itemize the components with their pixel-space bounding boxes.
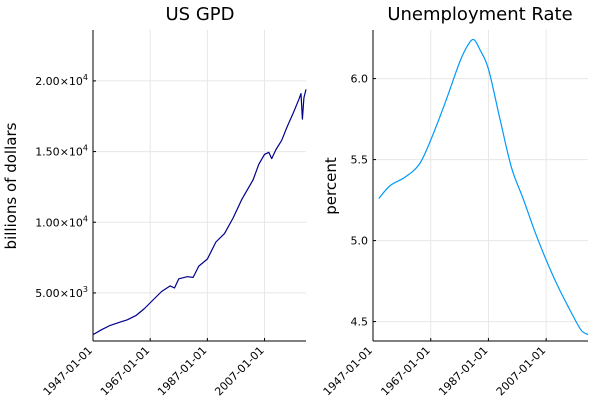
unemployment-y-tick-label: 5.5 (351, 154, 369, 167)
gdp-y-tick-mantissa: 1.50 (35, 146, 60, 159)
gdp-y-tick-label: 5.00×103 (35, 285, 88, 300)
gdp-y-tick-label: 1.50×104 (35, 144, 88, 159)
gdp-axes (92, 30, 306, 342)
unemployment-series (378, 38, 589, 336)
gdp-series (92, 89, 307, 336)
gdp-y-tick-times: ×10 (60, 216, 83, 229)
unemployment-series-line (378, 38, 589, 336)
gdp-y-tick-mantissa: 5.00 (35, 287, 60, 300)
gdp-y-tick-exponent: 4 (83, 73, 88, 82)
gdp-series-line (92, 89, 307, 336)
unemployment-y-tick-label: 4.5 (351, 316, 369, 329)
gdp-y-tick-times: ×10 (60, 75, 83, 88)
gdp-y-tick-exponent: 3 (83, 285, 88, 294)
unemployment-axes (372, 30, 588, 342)
gdp-y-tick-times: ×10 (60, 146, 83, 159)
gdp-y-tick-exponent: 4 (83, 214, 88, 223)
gdp-y-tick-times: ×10 (60, 287, 83, 300)
unemployment-y-tick-label: 6.0 (351, 73, 369, 86)
gdp-y-tick-label: 2.00×104 (35, 73, 88, 88)
gdp-y-tick-exponent: 4 (83, 144, 88, 153)
unemployment-grid (372, 30, 588, 341)
unemployment-y-tick-label: 5.0 (351, 235, 369, 248)
gdp-y-tick-mantissa: 1.00 (35, 216, 60, 229)
gdp-y-tick-mantissa: 2.00 (35, 75, 60, 88)
gdp-y-tick-label: 1.00×104 (35, 214, 88, 229)
unemployment-chart-title: Unemployment Rate (387, 4, 572, 25)
gdp-y-axis-label: billions of dollars (2, 122, 20, 249)
unemployment-y-axis-label: percent (322, 157, 340, 215)
gdp-chart-title: US GPD (166, 4, 235, 25)
